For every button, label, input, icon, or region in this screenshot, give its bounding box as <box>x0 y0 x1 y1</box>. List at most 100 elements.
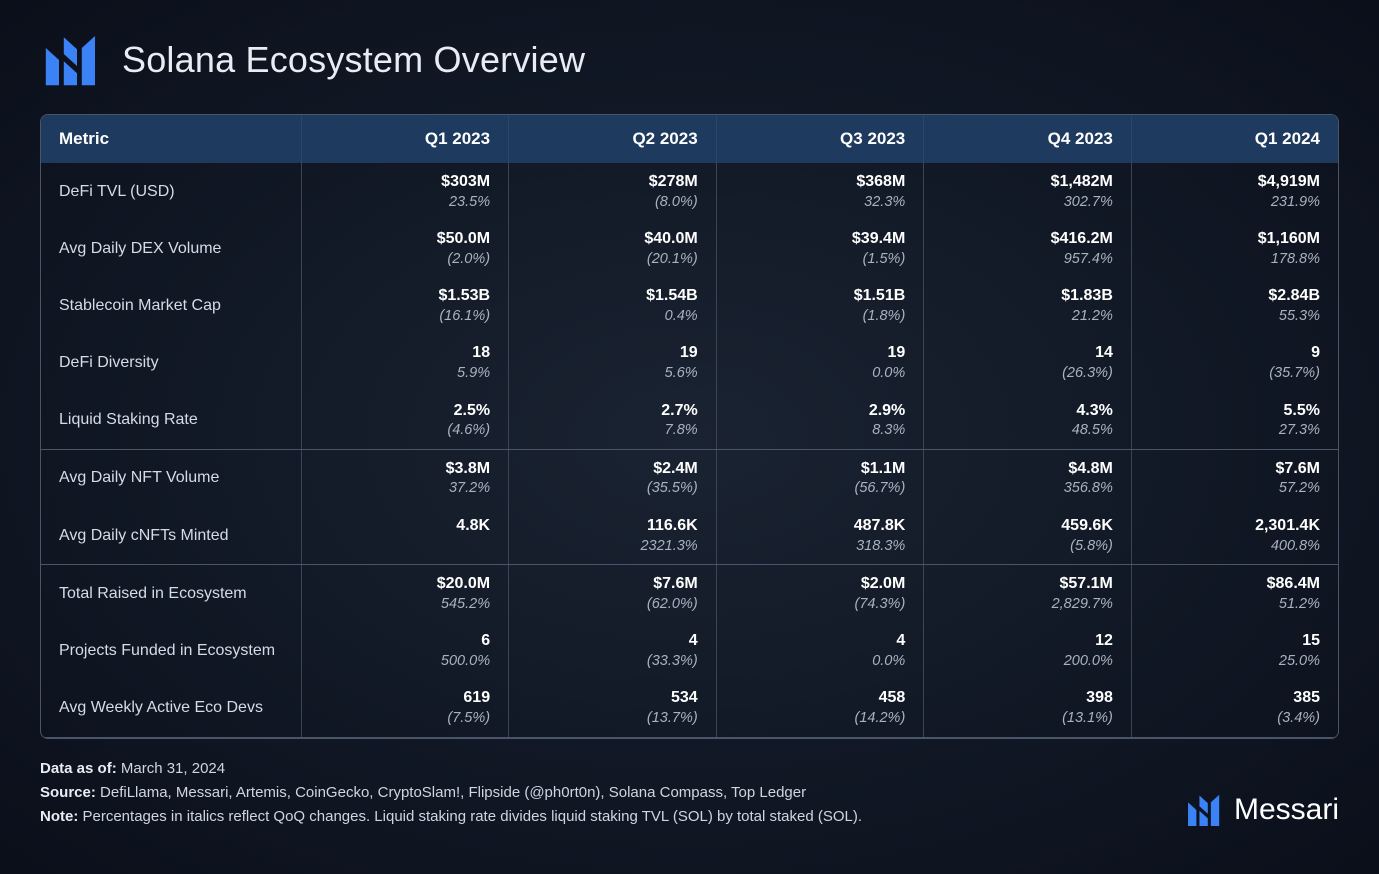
metric-cell: 195.6% <box>509 334 717 391</box>
metric-value: 18 <box>320 342 491 364</box>
metric-pct-change: (8.0%) <box>527 193 698 213</box>
metric-cell: $40.0M(20.1%) <box>509 220 717 277</box>
metric-pct-change: (33.3%) <box>527 652 698 672</box>
metric-value: 15 <box>1150 630 1320 652</box>
metric-pct-change: (16.1%) <box>320 307 491 327</box>
metric-pct-change: (20.1%) <box>527 250 698 270</box>
metric-value: $278M <box>527 171 698 193</box>
metric-value: 4.3% <box>942 400 1113 422</box>
messari-brand-icon <box>1184 791 1224 829</box>
metric-cell: $1.51B(1.8%) <box>716 277 924 334</box>
metric-pct-change: (62.0%) <box>527 595 698 615</box>
metric-value: $368M <box>735 171 906 193</box>
column-header: Q2 2023 <box>509 115 717 163</box>
metric-pct-change: 48.5% <box>942 421 1113 441</box>
metric-pct-change: 0.0% <box>735 652 906 672</box>
metric-pct-change: 302.7% <box>942 193 1113 213</box>
metric-value: 2.5% <box>320 400 491 422</box>
metric-value: 14 <box>942 342 1113 364</box>
metric-cell: $20.0M545.2% <box>301 565 509 623</box>
metric-pct-change: 32.3% <box>735 193 906 213</box>
metric-cell: 14(26.3%) <box>924 334 1132 391</box>
metric-cell: 487.8K318.3% <box>716 507 924 565</box>
source-value: DefiLlama, Messari, Artemis, CoinGecko, … <box>100 784 806 801</box>
messari-logo-icon <box>40 30 102 90</box>
metric-pct-change: 23.5% <box>320 193 491 213</box>
column-header: Q4 2023 <box>924 115 1132 163</box>
metric-value: $1.1M <box>735 458 906 480</box>
brand-mark: Messari <box>1184 791 1339 829</box>
metric-pct-change: 400.8% <box>1150 537 1320 557</box>
metric-pct-change: (74.3%) <box>735 595 906 615</box>
metric-value: 487.8K <box>735 515 906 537</box>
metric-value: $7.6M <box>1150 458 1320 480</box>
metric-value: $57.1M <box>942 573 1113 595</box>
metric-value: $2.0M <box>735 573 906 595</box>
table-header-row: MetricQ1 2023Q2 2023Q3 2023Q4 2023Q1 202… <box>41 115 1338 163</box>
metric-cell: 398(13.1%) <box>924 679 1132 737</box>
metric-value: 619 <box>320 687 491 709</box>
metric-pct-change: 51.2% <box>1150 595 1320 615</box>
metric-cell: $50.0M(2.0%) <box>301 220 509 277</box>
footer-text: Data as of: March 31, 2024 Source: DefiL… <box>40 757 862 829</box>
metric-value: 459.6K <box>942 515 1113 537</box>
metric-cell: 2,301.4K400.8% <box>1131 507 1338 565</box>
metric-cell: $416.2M957.4% <box>924 220 1132 277</box>
metric-pct-change: 356.8% <box>942 479 1113 499</box>
metric-pct-change: 37.2% <box>320 479 491 499</box>
metric-value: $1.83B <box>942 285 1113 307</box>
metric-cell: $303M23.5% <box>301 163 509 220</box>
metric-name: Avg Weekly Active Eco Devs <box>41 679 301 737</box>
metric-cell: $3.8M37.2% <box>301 449 509 507</box>
metric-pct-change: 231.9% <box>1150 193 1320 213</box>
metric-pct-change: 318.3% <box>735 537 906 557</box>
metrics-table-container: MetricQ1 2023Q2 2023Q3 2023Q4 2023Q1 202… <box>40 114 1339 739</box>
metric-cell: 40.0% <box>716 622 924 679</box>
metric-value: $4,919M <box>1150 171 1320 193</box>
metric-cell: $2.0M(74.3%) <box>716 565 924 623</box>
metric-pct-change: 55.3% <box>1150 307 1320 327</box>
metric-pct-change: (35.5%) <box>527 479 698 499</box>
metric-cell: 9(35.7%) <box>1131 334 1338 391</box>
metric-value: 19 <box>527 342 698 364</box>
metric-name: Total Raised in Ecosystem <box>41 565 301 623</box>
metric-pct-change: 545.2% <box>320 595 491 615</box>
note-label: Note: <box>40 808 78 825</box>
report-title: Solana Ecosystem Overview <box>122 39 585 81</box>
metric-pct-change: 0.0% <box>735 364 906 384</box>
metric-value: $3.8M <box>320 458 491 480</box>
metric-value: 398 <box>942 687 1113 709</box>
table-row: Avg Daily DEX Volume$50.0M(2.0%)$40.0M(2… <box>41 220 1338 277</box>
metric-pct-change: (14.2%) <box>735 709 906 729</box>
metric-pct-change: (4.6%) <box>320 421 491 441</box>
metric-name: Avg Daily NFT Volume <box>41 449 301 507</box>
metric-cell: $1.53B(16.1%) <box>301 277 509 334</box>
data-as-of-label: Data as of: <box>40 760 117 777</box>
metric-cell: $39.4M(1.5%) <box>716 220 924 277</box>
metric-pct-change: (13.1%) <box>942 709 1113 729</box>
report-footer: Data as of: March 31, 2024 Source: DefiL… <box>40 757 1339 829</box>
metric-pct-change: 957.4% <box>942 250 1113 270</box>
metric-value: $2.4M <box>527 458 698 480</box>
metric-pct-change: 200.0% <box>942 652 1113 672</box>
metric-cell: 534(13.7%) <box>509 679 717 737</box>
metric-cell: $1.54B0.4% <box>509 277 717 334</box>
metric-cell: $278M(8.0%) <box>509 163 717 220</box>
metric-pct-change: 2,829.7% <box>942 595 1113 615</box>
metric-name: Stablecoin Market Cap <box>41 277 301 334</box>
table-row: Avg Daily cNFTs Minted4.8K116.6K2321.3%4… <box>41 507 1338 565</box>
metric-cell: 385(3.4%) <box>1131 679 1338 737</box>
metric-value: 19 <box>735 342 906 364</box>
column-header: Q3 2023 <box>716 115 924 163</box>
metric-value: 2,301.4K <box>1150 515 1320 537</box>
metric-value: $1.53B <box>320 285 491 307</box>
metric-cell: 1525.0% <box>1131 622 1338 679</box>
column-header: Metric <box>41 115 301 163</box>
metric-pct-change: 25.0% <box>1150 652 1320 672</box>
metric-pct-change: (26.3%) <box>942 364 1113 384</box>
metric-pct-change: (3.4%) <box>1150 709 1320 729</box>
metric-value: $7.6M <box>527 573 698 595</box>
metric-cell: 4(33.3%) <box>509 622 717 679</box>
table-row: Stablecoin Market Cap$1.53B(16.1%)$1.54B… <box>41 277 1338 334</box>
source-label: Source: <box>40 784 96 801</box>
